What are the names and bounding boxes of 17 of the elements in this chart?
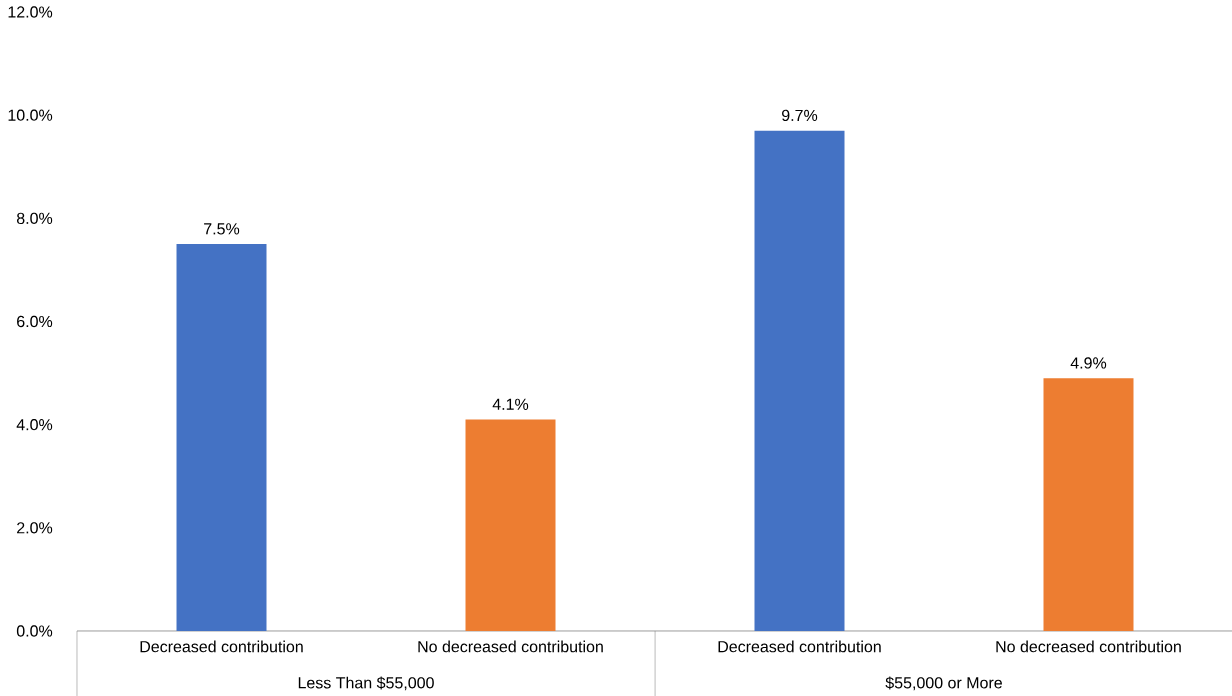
y-tick-label: 10.0% bbox=[8, 109, 53, 121]
x-tick-label: No decreased contribution bbox=[418, 640, 603, 653]
data-label: 4.9% bbox=[1070, 357, 1107, 369]
text: Less Than $55,000 bbox=[298, 676, 434, 691]
y-tick-label: 2.0% bbox=[17, 522, 53, 534]
x-tick-label: Decreased contribution bbox=[718, 640, 881, 653]
data-label: 9.7% bbox=[782, 109, 818, 122]
x-tick-label: Decreased contribution bbox=[140, 640, 303, 653]
y-tick-label: 8.0% bbox=[16, 212, 53, 224]
x-tick-label: No decreased contribution bbox=[996, 640, 1181, 653]
y-tick-label: 12.0% bbox=[8, 6, 53, 18]
data-label: 4.1% bbox=[492, 398, 529, 410]
data-label: 7.5% bbox=[204, 223, 240, 235]
y-tick-label: 0.0% bbox=[16, 625, 53, 637]
y-tick-label: 6.0% bbox=[17, 315, 53, 328]
y-tick-label: 4.0% bbox=[16, 419, 53, 431]
text: $55,000 or More bbox=[885, 676, 1002, 691]
